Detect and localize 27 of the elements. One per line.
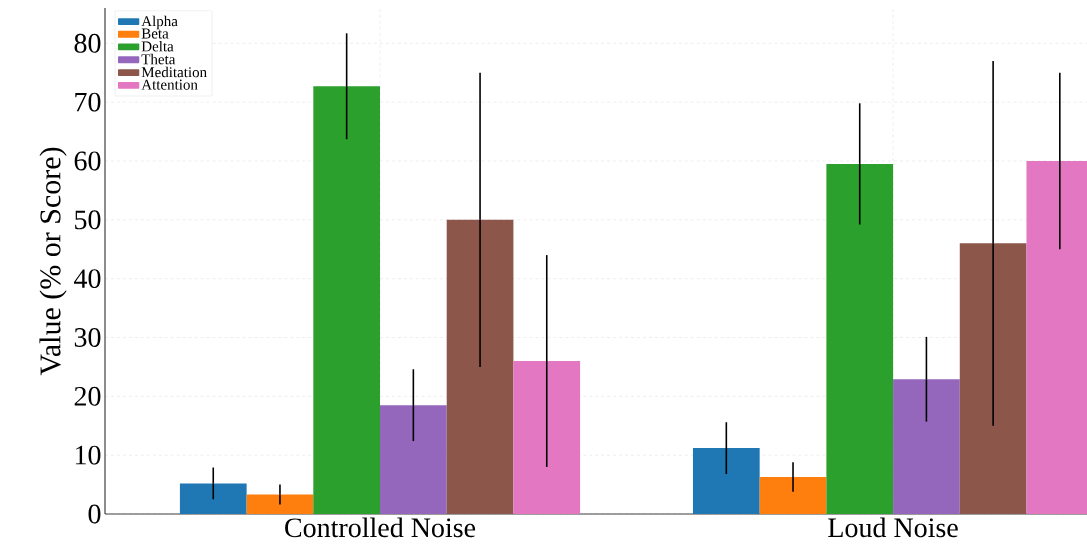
x-tick-label: Controlled Noise (285, 517, 476, 538)
y-tick-label: 40 (74, 269, 101, 289)
bar (380, 405, 447, 514)
bar (313, 86, 380, 514)
legend-label: Alpha (141, 15, 178, 30)
y-tick-label: 20 (74, 386, 101, 406)
bar (446, 219, 514, 514)
bar (246, 494, 314, 514)
y-tick-label: 50 (75, 210, 101, 230)
x-tick-label: Loud Noise (828, 517, 958, 538)
bar (179, 483, 247, 514)
y-tick-label: 60 (74, 151, 101, 171)
y-tick-label: 30 (74, 328, 101, 347)
legend-label: Meditation (141, 66, 207, 78)
bar (692, 448, 760, 514)
bar (759, 476, 827, 514)
y-tick-label: 80 (74, 33, 101, 53)
y-axis-title: Value (% or Score) (39, 147, 67, 376)
legend-label: Delta (141, 40, 174, 52)
bar (893, 379, 960, 514)
y-tick-label: 70 (75, 92, 101, 112)
y-tick-label: 10 (75, 445, 101, 465)
y-tick-label: 0 (88, 504, 101, 524)
legend-label: Beta (141, 28, 169, 39)
legend-label: Theta (141, 53, 176, 65)
legend-label: Attention (141, 79, 198, 90)
bar (826, 163, 894, 514)
